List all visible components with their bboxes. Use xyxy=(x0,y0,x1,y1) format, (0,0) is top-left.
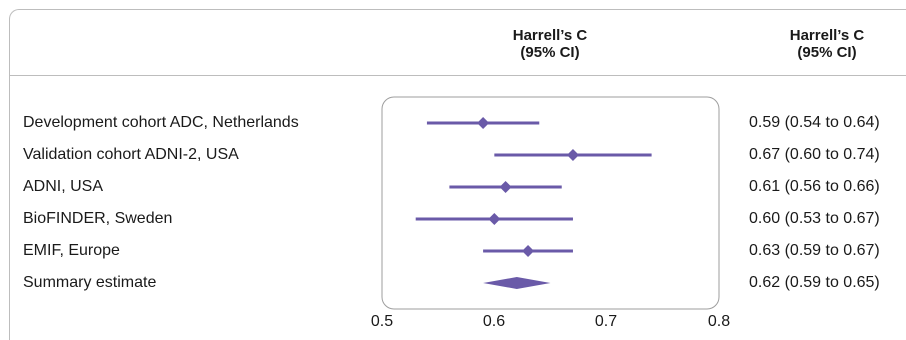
point-estimate-2 xyxy=(499,181,512,193)
table-frame xyxy=(9,9,906,340)
summary-diamond xyxy=(483,277,551,289)
row-value-biofinder: 0.60 (0.53 to 0.67) xyxy=(749,210,880,227)
x-tick-label-0: 0.5 xyxy=(370,313,394,330)
column-header-plot: Harrell’s C (95% CI) xyxy=(470,27,630,61)
row-label-emif: EMIF, Europe xyxy=(23,242,120,259)
header-divider xyxy=(9,75,906,76)
row-value-development: 0.59 (0.54 to 0.64) xyxy=(749,114,880,131)
x-tick-label-1: 0.6 xyxy=(482,313,506,330)
row-label-biofinder: BioFINDER, Sweden xyxy=(23,210,173,227)
column-header-values-line1: Harrell’s C xyxy=(789,27,865,44)
row-label-summary: Summary estimate xyxy=(23,274,157,291)
column-header-plot-line2: (95% CI) xyxy=(520,44,580,61)
point-estimate-0 xyxy=(477,117,490,129)
row-value-emif: 0.63 (0.59 to 0.67) xyxy=(749,242,880,259)
row-label-validation: Validation cohort ADNI-2, USA xyxy=(23,146,239,163)
column-header-plot-line1: Harrell’s C xyxy=(512,27,588,44)
x-tick-label-2: 0.7 xyxy=(594,313,618,330)
x-tick-label-3: 0.8 xyxy=(707,313,731,330)
row-value-summary: 0.62 (0.59 to 0.65) xyxy=(749,274,880,291)
row-value-adni: 0.61 (0.56 to 0.66) xyxy=(749,178,880,195)
column-header-values-line2: (95% CI) xyxy=(797,44,857,61)
row-label-adni: ADNI, USA xyxy=(23,178,104,195)
row-label-development: Development cohort ADC, Netherlands xyxy=(23,114,299,131)
column-header-values: Harrell’s C (95% CI) xyxy=(747,27,906,61)
point-estimate-4 xyxy=(522,245,535,257)
point-estimate-3 xyxy=(488,213,501,225)
point-estimate-1 xyxy=(566,149,579,161)
row-value-validation: 0.67 (0.60 to 0.74) xyxy=(749,146,880,163)
plot-area-border xyxy=(381,96,720,310)
